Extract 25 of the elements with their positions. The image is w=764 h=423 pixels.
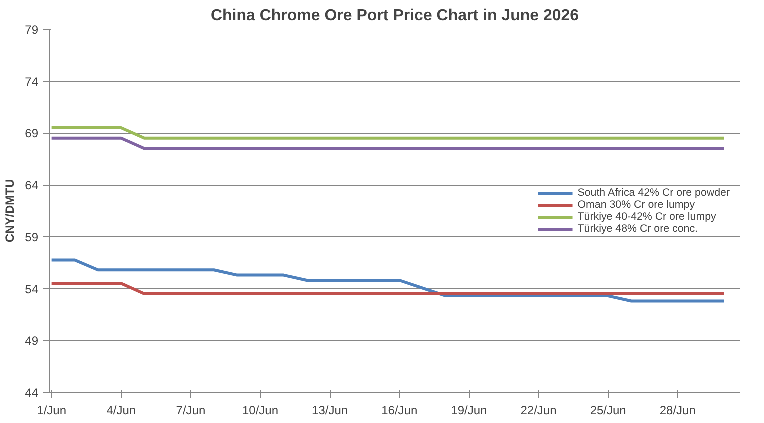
x-tick-label: 22/Jun: [520, 404, 557, 418]
x-tick-label: 1/Jun: [37, 404, 66, 418]
y-tick-label: 69: [25, 126, 39, 141]
chart-title: China Chrome Ore Port Price Chart in June 2026: [210, 8, 580, 24]
line-series: [50, 258, 726, 303]
y-tick-label: 74: [25, 74, 39, 89]
y-tick-label: 79: [25, 23, 39, 37]
legend-label: South Africa 42% Cr ore powder: [578, 186, 730, 198]
y-axis-title: CNY/DMTU: [3, 179, 18, 243]
legend-label: Türkiye 48% Cr ore conc.: [578, 222, 698, 234]
x-tick-label: 16/Jun: [382, 404, 418, 418]
y-tick-label: 44: [25, 386, 39, 400]
legend-label: Türkiye 40-42% Cr ore lumpy: [578, 210, 716, 222]
x-tick-label: 13/Jun: [312, 404, 348, 418]
y-tick-label: 59: [25, 230, 39, 244]
legend-label: Oman 30% Cr ore lumpy: [578, 198, 696, 210]
x-tick-label: 25/Jun: [590, 404, 626, 418]
y-tick-label: 49: [25, 334, 39, 348]
y-tick-label: 64: [25, 178, 39, 193]
y-tick-label: 54: [25, 282, 39, 296]
x-tick-label: 4/Jun: [106, 404, 136, 418]
x-tick-label: 19/Jun: [451, 404, 488, 418]
x-tick-label: 10/Jun: [242, 404, 279, 418]
x-tick-label: 7/Jun: [176, 404, 206, 418]
x-tick-label: 28/Jun: [660, 404, 696, 418]
